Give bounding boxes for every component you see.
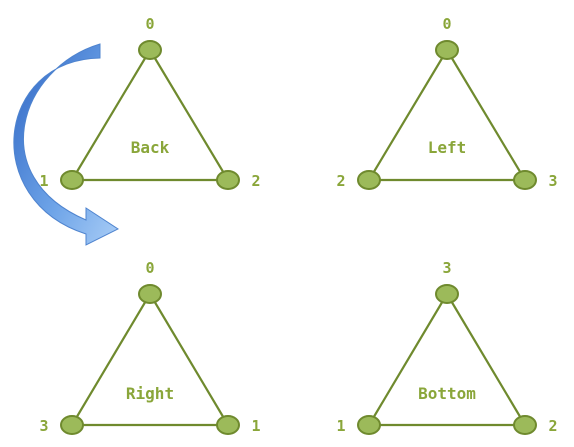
face-back: 0 1 2 Back [39,15,260,190]
curved-arrow-icon [14,44,118,245]
vertex-left [358,171,380,189]
vertex-right [217,416,239,434]
vertex-top [436,285,458,303]
vertex-label-left: 1 [336,417,345,435]
face-left: 0 2 3 Left [336,15,557,190]
edge [72,294,150,425]
vertex-label-right: 3 [548,172,557,190]
vertex-right [514,416,536,434]
vertex-top [139,285,161,303]
vertex-label-top: 0 [145,259,154,277]
vertex-right [217,171,239,189]
vertex-right [514,171,536,189]
face-label: Right [126,384,174,403]
edge [369,294,447,425]
face-label: Back [131,138,170,157]
face-bottom: 3 1 2 Bottom [336,259,557,435]
edge [72,50,150,180]
vertex-top [139,41,161,59]
vertex-left [358,416,380,434]
vertex-label-top: 0 [442,15,451,33]
vertex-label-left: 2 [336,172,345,190]
vertex-label-top: 3 [442,259,451,277]
vertex-label-top: 0 [145,15,154,33]
vertex-left [61,416,83,434]
vertex-top [436,41,458,59]
edge [369,50,447,180]
vertex-label-right: 2 [251,172,260,190]
face-label: Bottom [418,384,476,403]
edge [447,294,525,425]
vertex-label-left: 1 [39,172,48,190]
vertex-label-left: 3 [39,417,48,435]
edge [447,50,525,180]
edge [150,294,228,425]
face-label: Left [428,138,467,157]
vertex-label-right: 1 [251,417,260,435]
face-right: 0 3 1 Right [39,259,260,435]
edge [150,50,228,180]
vertex-label-right: 2 [548,417,557,435]
vertex-left [61,171,83,189]
